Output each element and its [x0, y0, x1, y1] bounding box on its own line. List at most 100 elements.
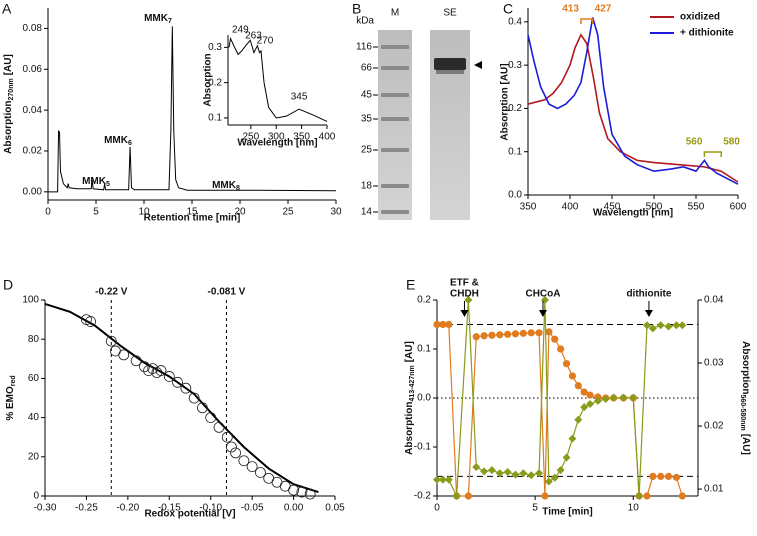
- data-point: [197, 402, 208, 414]
- data-point: [213, 421, 225, 433]
- data-point: [472, 333, 480, 341]
- event-label: CHDH: [450, 289, 479, 300]
- y-tick-label: -0.1: [414, 442, 432, 453]
- y-tick-label: 0.00: [23, 186, 43, 197]
- marker-band: [381, 45, 409, 49]
- panel-label: D: [3, 277, 13, 293]
- data-point: [480, 467, 489, 476]
- y-tick-label: 100: [22, 295, 39, 306]
- peak-annotation-text: MMK: [212, 180, 237, 191]
- peak-annotation-text: MMK: [104, 135, 129, 146]
- data-point: [672, 321, 681, 330]
- y-axis-title-text: % EMO: [5, 386, 16, 421]
- x-tick-label: 0.00: [284, 503, 304, 514]
- lane-label: M: [391, 8, 399, 19]
- marker-band: [381, 184, 409, 188]
- data-point: [511, 330, 520, 338]
- x-tick-label: 25: [282, 207, 294, 218]
- y-axis-title: % EMOred: [5, 375, 18, 420]
- data-point: [580, 403, 589, 412]
- y-tick-label: -0.2: [414, 491, 432, 502]
- data-point: [503, 468, 512, 477]
- y-tick-label: 0.02: [23, 146, 43, 157]
- data-line: [48, 26, 337, 193]
- data-point: [557, 345, 565, 353]
- y2-tick-label: 0.04: [704, 295, 724, 306]
- x-tick-label: 20: [234, 207, 246, 218]
- protein-band: [436, 70, 464, 74]
- data-point: [130, 355, 142, 367]
- reference-label: -0.22 V: [95, 287, 128, 298]
- data-line: [527, 17, 739, 185]
- data-point: [580, 388, 588, 396]
- x-tick-label: -0.10: [199, 503, 222, 514]
- y-axis-title-sub: 413-427nm: [409, 365, 416, 401]
- data-point: [664, 472, 673, 480]
- data-point: [105, 335, 117, 347]
- panel-label: C: [503, 1, 513, 17]
- y-tick-label: 0.4: [508, 16, 522, 27]
- data-point: [226, 441, 237, 453]
- data-point: [541, 492, 549, 500]
- data-point: [562, 453, 571, 462]
- data-point: [118, 349, 130, 361]
- data-point: [574, 382, 582, 390]
- reference-label: -0.081 V: [208, 287, 246, 298]
- protein-band: [434, 58, 466, 70]
- data-point: [511, 470, 520, 479]
- data-point: [629, 393, 638, 402]
- data-point: [527, 471, 536, 480]
- data-point: [504, 330, 512, 338]
- y-tick-label: 0.3: [208, 42, 222, 53]
- x-tick-label: 350: [293, 132, 310, 143]
- data-point: [568, 372, 577, 380]
- data-point: [609, 393, 618, 402]
- peak-annotation: MMK5: [82, 176, 110, 189]
- x-tick-label: 600: [730, 202, 747, 213]
- x-tick-label: 400: [319, 132, 336, 143]
- y-tick-label: 40: [28, 412, 40, 423]
- y-tick-label: 0.1: [208, 113, 222, 124]
- peak-annotation-text: MMK: [82, 176, 107, 187]
- data-point: [85, 316, 96, 327]
- data-point: [535, 469, 544, 478]
- peak-annotation: MMK7: [144, 13, 172, 26]
- data-line: [44, 302, 319, 494]
- data-point: [255, 467, 266, 478]
- peak-annotation-sub: 8: [236, 185, 240, 192]
- legend-label: + dithionite: [680, 28, 734, 39]
- data-point: [188, 392, 200, 404]
- data-point: [221, 431, 233, 443]
- y2-axis-title: Absorption560-580nm [AU]: [739, 341, 752, 455]
- peak-label: 270: [257, 36, 274, 47]
- data-point: [562, 360, 571, 368]
- y-axis-title-unit: [AU]: [404, 341, 415, 362]
- lane-label: SE: [443, 8, 457, 19]
- x-axis-title: Wavelength [nm]: [237, 138, 317, 149]
- data-point: [139, 361, 150, 373]
- data-point: [495, 469, 504, 478]
- y2-tick-label: 0.01: [704, 484, 724, 495]
- y-axis-title-unit: [AU]: [3, 54, 14, 75]
- data-point: [488, 331, 496, 339]
- y-axis-title: Absorption413-427nm [AU]: [404, 341, 417, 455]
- bracket: [580, 18, 594, 24]
- x-tick-label: -0.25: [75, 503, 98, 514]
- data-point: [648, 324, 657, 333]
- data-point: [601, 394, 610, 403]
- y2-axis-title-text: Absorption: [740, 341, 751, 394]
- data-point: [657, 472, 665, 480]
- data-point: [452, 492, 461, 500]
- data-point: [496, 331, 504, 339]
- data-point: [444, 475, 453, 484]
- y-axis-title-text: Absorption: [404, 401, 415, 454]
- data-point: [433, 475, 441, 484]
- data-point: [649, 472, 657, 480]
- x-tick-label: 15: [186, 207, 198, 218]
- data-point: [487, 466, 496, 475]
- data-point: [172, 376, 183, 388]
- data-point: [147, 363, 159, 375]
- y-axis-title: Absorption270nm [AU]: [3, 54, 16, 154]
- y2-axis-title-unit: [AU]: [740, 434, 751, 455]
- marker-label: 116: [356, 42, 372, 53]
